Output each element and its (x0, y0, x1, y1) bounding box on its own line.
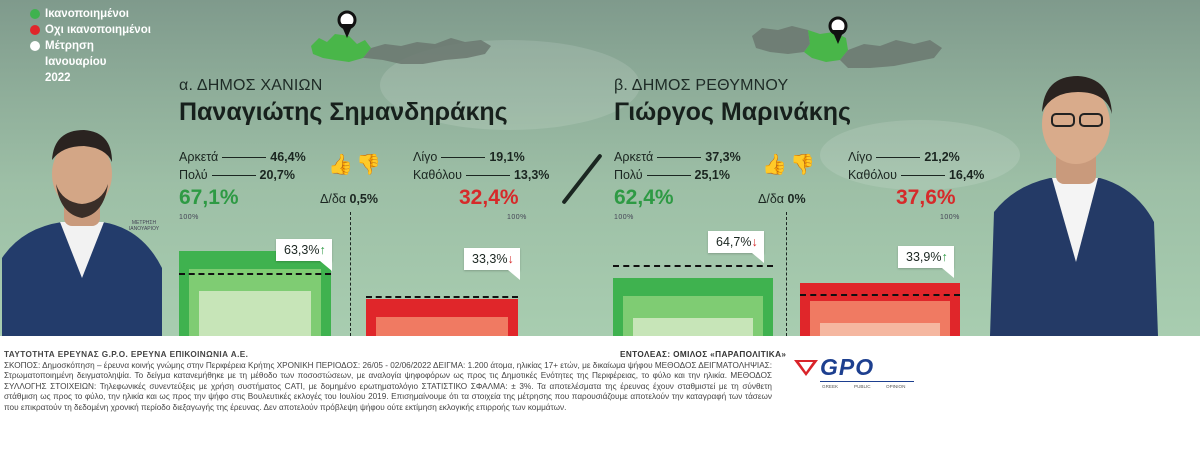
red-dot-icon (30, 25, 40, 35)
january-callout-satisfied: 63,3%↑ (276, 238, 332, 271)
january-callout-not-satisfied: 33,9%↑ (898, 246, 954, 279)
january-level-not-satisfied (366, 296, 518, 299)
legend: Ικανοποιημένοι Οχι ικανοποιημένοι Μέτρησ… (30, 6, 151, 86)
portrait-simandirakis (2, 130, 162, 336)
negative-row-1: Λίγο 19,1% (413, 150, 525, 164)
arrow-down-icon: ↓ (507, 252, 514, 267)
thumbs-down-icon: 👎 (790, 154, 815, 176)
negative-total: 32,4% (459, 186, 519, 209)
crete-map-chania-icon (311, 10, 491, 64)
legend-item-not-satisfied: Οχι ικανοποιημένοι (30, 22, 151, 38)
thumbs-up-icon: 👍 (328, 154, 353, 176)
bar-not-satisfied (366, 298, 518, 336)
january-level-not-satisfied (800, 294, 960, 297)
january-level-satisfied (613, 264, 773, 267)
dont-know-row: Δ/δα 0,5% (320, 192, 378, 206)
negative-row-1: Λίγο 21,2% (848, 150, 960, 164)
positive-total: 62,4% (614, 186, 674, 209)
negative-row-2: Καθόλου 13,3% (413, 168, 550, 182)
bar-satisfied (613, 277, 773, 336)
legend-item-satisfied: Ικανοποιημένοι (30, 6, 151, 22)
january-level-satisfied (179, 272, 331, 275)
white-dot-icon (30, 41, 40, 51)
scale-label: 100% (614, 214, 634, 221)
january-measurement-note: ΜΕΤΡΗΣΗ ΙΑΝΟΥΑΡΙΟΥ (128, 220, 160, 232)
arrow-up-icon: ↑ (941, 250, 948, 265)
divider-dashed (786, 212, 787, 336)
scale-label: 100% (179, 214, 199, 221)
gpo-logo: GPO GREEK PUBLIC OPINION (794, 354, 918, 396)
survey-client: ΕΝΤΟΛΕΑΣ: ΟΜΙΛΟΣ «ΠΑΡΑΠΟΛΙΤΙΚΑ» (620, 350, 787, 359)
positive-total: 67,1% (179, 186, 239, 209)
district-subtitle: β. ΔΗΜΟΣ ΡΕΘΥΜΝΟΥ (614, 77, 789, 94)
dont-know-row: Δ/δα 0% (758, 192, 806, 206)
mayor-name: Γιώργος Μαρινάκης (614, 98, 851, 126)
divider-dashed (350, 212, 351, 336)
survey-footer: ΤΑΥΤΟΤΗΤΑ ΕΡΕΥΝΑΣ G.P.O. ΕΡΕΥΝΑ ΕΠΙΚΟΙΝΩ… (0, 336, 1200, 450)
january-callout-satisfied: 64,7%↓ (708, 230, 764, 263)
survey-methodology: ΤΑΥΤΟΤΗΤΑ ΕΡΕΥΝΑΣ G.P.O. ΕΡΕΥΝΑ ΕΠΙΚΟΙΝΩ… (4, 350, 772, 412)
bar-not-satisfied (800, 283, 960, 336)
bar-satisfied (179, 251, 331, 336)
separator-slash (561, 153, 603, 205)
district-subtitle: α. ΔΗΜΟΣ ΧΑΝΙΩΝ (179, 77, 323, 94)
negative-total: 37,6% (896, 186, 956, 209)
gpo-logo-icon (794, 360, 818, 376)
january-callout-not-satisfied: 33,3%↓ (464, 248, 520, 281)
portrait-marinakis (990, 76, 1158, 336)
positive-row-2: Πολύ 20,7% (179, 168, 295, 182)
arrow-up-icon: ↑ (319, 242, 326, 257)
infographic-background: Ικανοποιημένοι Οχι ικανοποιημένοι Μέτρησ… (0, 0, 1200, 336)
positive-row-2: Πολύ 25,1% (614, 168, 730, 182)
scale-label: 100% (940, 214, 960, 221)
legend-item-january: Μέτρηση Ιανουαρίου 2022 (30, 38, 151, 86)
thumbs-up-icon: 👍 (762, 154, 787, 176)
arrow-down-icon: ↓ (751, 234, 758, 249)
scale-label: 100% (507, 214, 527, 221)
crete-map-rethymno-icon (752, 16, 942, 68)
sea-highlight (820, 120, 1020, 190)
positive-row-1: Αρκετά 46,4% (179, 150, 306, 164)
positive-row-1: Αρκετά 37,3% (614, 150, 741, 164)
negative-row-2: Καθόλου 16,4% (848, 168, 985, 182)
thumbs-down-icon: 👎 (356, 154, 381, 176)
green-dot-icon (30, 9, 40, 19)
mayor-name: Παναγιώτης Σημανδηράκης (179, 98, 508, 126)
